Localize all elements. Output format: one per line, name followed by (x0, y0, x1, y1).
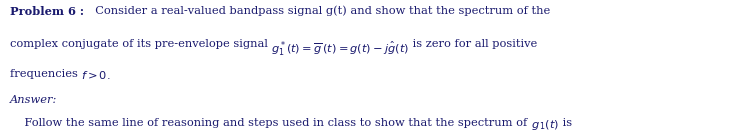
Text: is: is (559, 118, 572, 128)
Text: $g_1^*(t) = \overline{g}\,(t) = g(t) - j\hat{g}(t)$: $g_1^*(t) = \overline{g}\,(t) = g(t) - j… (271, 39, 409, 58)
Text: Consider a real-valued bandpass signal g(t) and show that the spectrum of the: Consider a real-valued bandpass signal g… (88, 6, 550, 16)
Text: frequencies: frequencies (10, 69, 81, 79)
Text: $g_{\,1}(t)$: $g_{\,1}(t)$ (530, 118, 559, 132)
Text: Problem 6 :: Problem 6 : (10, 6, 88, 17)
Text: complex conjugate of its pre-envelope signal: complex conjugate of its pre-envelope si… (10, 39, 271, 49)
Text: Follow the same line of reasoning and steps used in class to show that the spect: Follow the same line of reasoning and st… (10, 118, 530, 128)
Text: $f > 0.$: $f > 0.$ (81, 69, 111, 81)
Text: Answer:: Answer: (10, 95, 57, 104)
Text: is zero for all positive: is zero for all positive (409, 39, 537, 49)
